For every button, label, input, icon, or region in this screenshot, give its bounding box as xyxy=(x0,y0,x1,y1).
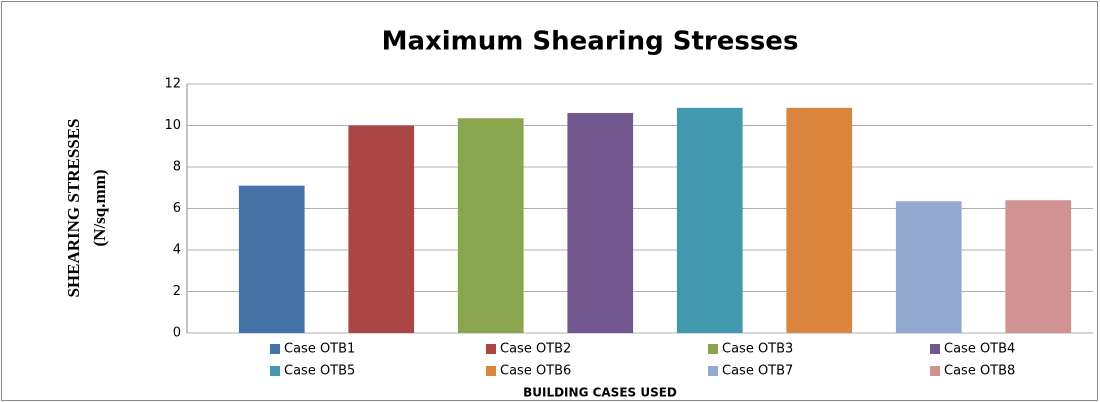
legend-swatch xyxy=(708,366,718,376)
legend-swatch xyxy=(270,344,280,354)
bar xyxy=(676,107,743,333)
y-tick-label: 4 xyxy=(173,243,181,258)
bar xyxy=(1005,200,1072,333)
y-axis-label-line: (N/sq.mm) xyxy=(90,170,109,247)
legend-label: Case OTB7 xyxy=(722,364,793,379)
bar xyxy=(348,125,415,333)
legend-label: Case OTB3 xyxy=(722,342,793,357)
legend-label: Case OTB6 xyxy=(500,364,571,379)
legend-swatch xyxy=(930,366,940,376)
y-tick-label: 6 xyxy=(173,201,181,216)
bar xyxy=(238,185,305,333)
y-tick-label: 10 xyxy=(164,118,181,133)
legend-swatch xyxy=(270,366,280,376)
legend-label: Case OTB5 xyxy=(284,364,355,379)
x-axis-label: BUILDING CASES USED xyxy=(523,386,677,400)
bar xyxy=(786,107,853,333)
legend-swatch xyxy=(486,366,496,376)
bar xyxy=(567,113,634,333)
legend-label: Case OTB8 xyxy=(944,364,1015,379)
bar xyxy=(895,201,962,333)
y-tick-label: 2 xyxy=(173,284,181,299)
y-axis-label-line: SHEARING STRESSES xyxy=(64,118,83,297)
legend-label: Case OTB1 xyxy=(284,342,355,357)
legend-label: Case OTB4 xyxy=(944,342,1015,357)
legend-swatch xyxy=(930,344,940,354)
legend-label: Case OTB2 xyxy=(500,342,571,357)
bar xyxy=(457,118,524,333)
y-tick-label: 0 xyxy=(173,326,181,341)
chart-title: Maximum Shearing Stresses xyxy=(382,27,799,57)
y-tick-label: 12 xyxy=(164,77,181,92)
y-tick-label: 8 xyxy=(173,160,181,175)
y-axis-label: SHEARING STRESSES (N/sq.mm) xyxy=(64,118,109,297)
legend-swatch xyxy=(708,344,718,354)
legend-swatch xyxy=(486,344,496,354)
